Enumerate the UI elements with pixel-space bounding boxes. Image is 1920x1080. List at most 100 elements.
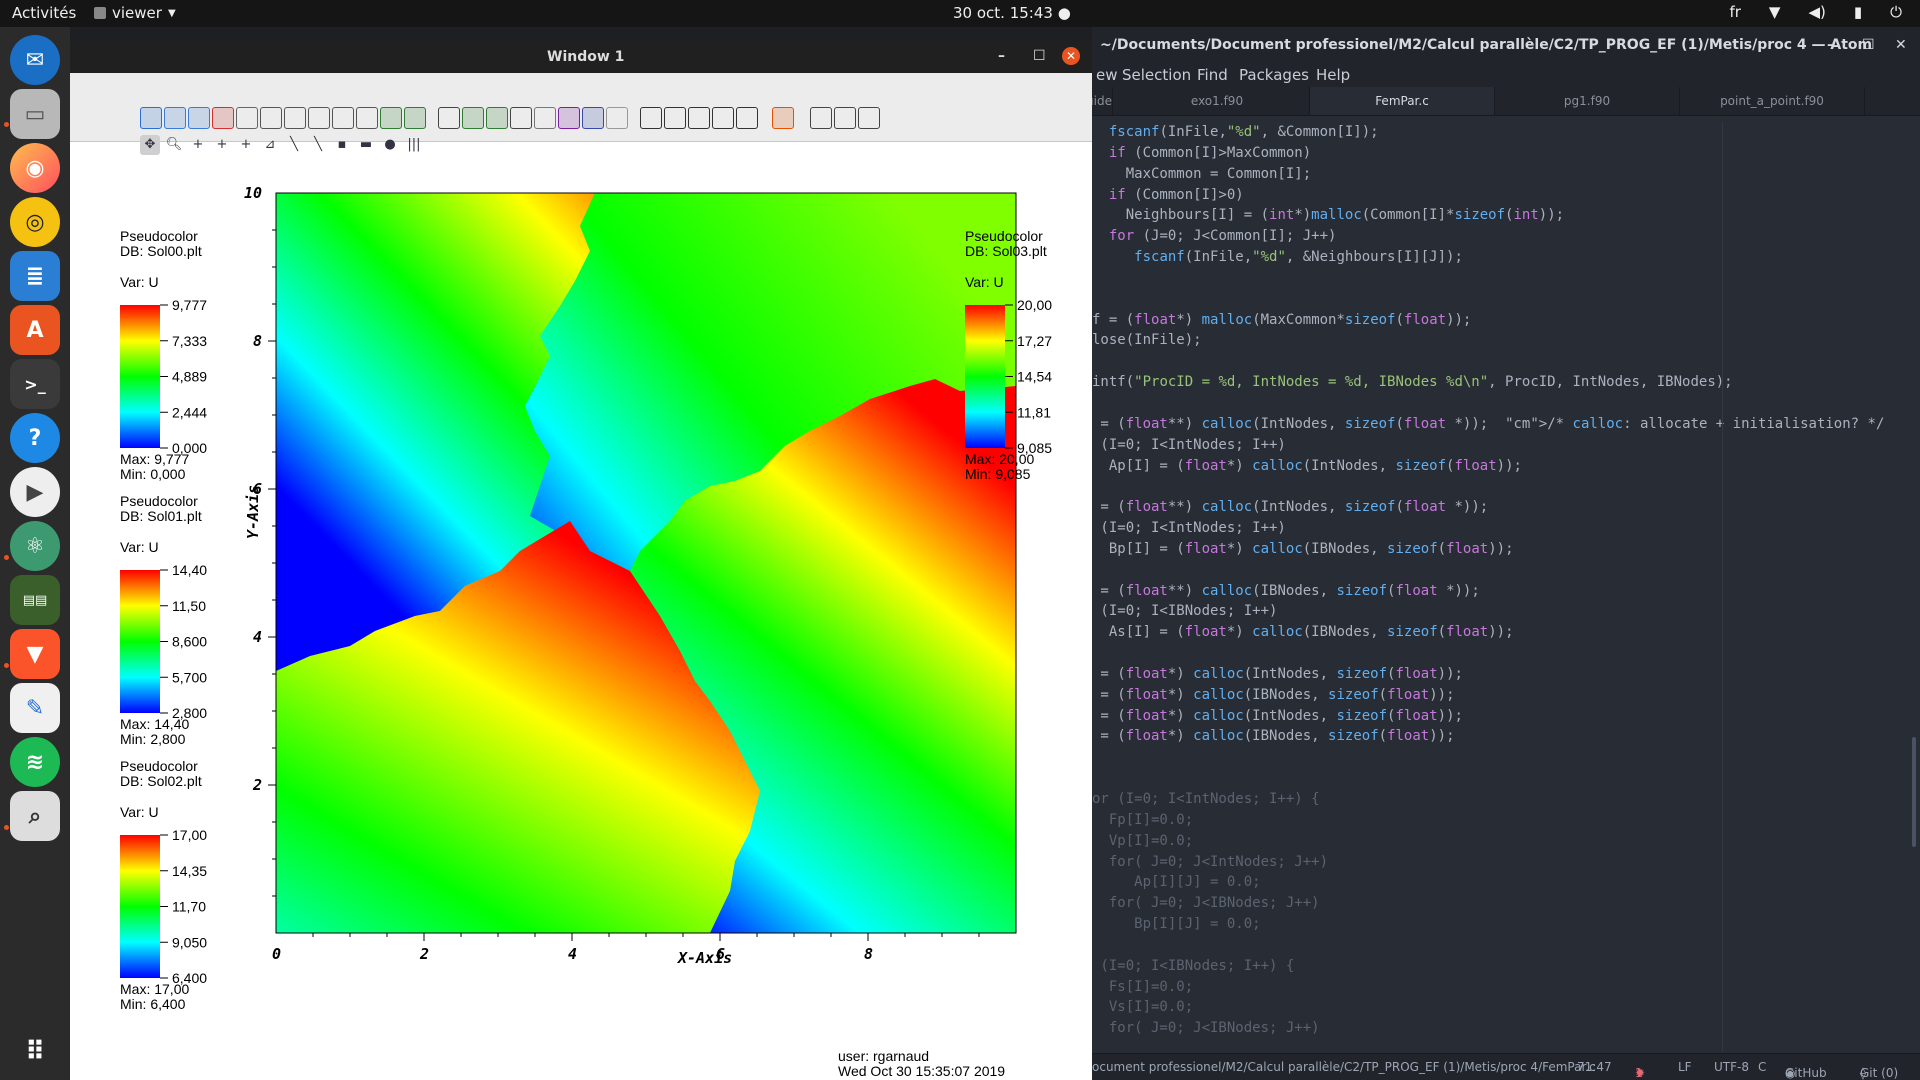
status-cursor-position[interactable]: 71:47 [1577,1060,1612,1074]
layout-1x2-icon[interactable] [260,107,282,129]
text-editor-icon[interactable]: ✎ [10,683,60,733]
tab-fempar[interactable]: FemPar.c [1310,87,1495,115]
layout-2x2-icon[interactable] [284,107,306,129]
green-camera-icon[interactable] [462,107,484,129]
clock[interactable]: 30 oct. 15:43 ● [953,4,1071,22]
close-button[interactable]: ✕ [1062,47,1080,65]
camera-icon[interactable] [534,107,556,129]
last-frame-icon[interactable] [736,107,758,129]
first-frame-icon[interactable] [640,107,662,129]
curve-pick-icon[interactable]: ⊿ [264,137,276,152]
y-tick-labels: 2 4 6 8 10 [244,184,262,794]
spreadsheet-pick-icon[interactable]: + [240,137,252,152]
atom-title-bar: ~/Documents/Document professionel/M2/Cal… [1092,27,1920,63]
layout-3x3-icon[interactable] [356,107,378,129]
legend-tick-label: 20,00 [1017,297,1052,313]
zone-pick-icon[interactable]: + [192,137,204,152]
node-pick-icon[interactable]: + [216,137,228,152]
line-icon[interactable]: ╲ [290,137,298,152]
code-editor[interactable]: fscanf(InFile,"%d", &Common[I]); if (Com… [1092,122,1892,1039]
lock-time-icon[interactable] [404,107,426,129]
green-plot-icon[interactable] [486,107,508,129]
maximize-button[interactable]: ☐ [1862,37,1875,53]
sphere-icon[interactable]: ● [384,137,396,152]
stop-icon[interactable] [688,107,710,129]
lineout-icon[interactable]: ╲ [314,137,322,152]
y-tick-label: 10 [244,184,262,202]
code-line [1092,747,1892,768]
layout-2x3-icon[interactable] [308,107,330,129]
status-file-path[interactable]: ocument professionel/M2/Calcul parallèle… [1092,1060,1596,1074]
lock-view-icon[interactable] [380,107,402,129]
play-icon[interactable] [712,107,734,129]
animation-icon[interactable] [582,107,604,129]
delete-window-icon[interactable] [212,107,234,129]
menu-find[interactable]: Find [1197,66,1228,84]
status-line-ending[interactable]: LF [1678,1060,1692,1074]
active-window-icon[interactable] [140,107,162,129]
lock-all-icon[interactable] [858,107,880,129]
notification-dot-icon: ● [1057,4,1071,22]
system-tray[interactable]: fr ▼ ◀) ▮ ⏻ [1729,3,1902,21]
status-encoding[interactable]: UTF-8 [1714,1060,1749,1074]
plot-icon[interactable] [558,107,580,129]
plane-icon[interactable]: ▬ [359,137,373,152]
files-icon[interactable]: ▭ [10,89,60,139]
zoom-mode-icon[interactable]: 🔍︎ [165,137,183,152]
maximize-button[interactable]: ☐ [1033,48,1046,64]
menu-help[interactable]: Help [1316,66,1351,84]
app-menu[interactable]: viewer ▼ [94,4,176,22]
apps-grid-icon[interactable]: ⠿ [24,1037,46,1067]
brave-icon[interactable]: ▼ [10,629,60,679]
status-grammar[interactable]: C [1758,1060,1767,1074]
y-tick-label: 2 [252,776,262,794]
tab-point-a-point[interactable]: point_a_point.f90 [1680,87,1865,115]
minimize-button[interactable]: – [998,48,1005,64]
atom-icon[interactable]: ⚛ [10,521,60,571]
spotify-icon[interactable]: ≋ [10,737,60,787]
top-bar: Activités viewer ▼ 30 oct. 15:43 ● fr ▼ … [0,0,1920,27]
legend-variable: Var: U [120,804,159,820]
box-icon[interactable]: ▪ [337,137,347,152]
lock-icon[interactable] [810,107,832,129]
view-3d-icon[interactable] [438,107,460,129]
clear-window-icon[interactable] [236,107,258,129]
system-monitor-icon[interactable]: ▤▤ [10,575,60,625]
search-icon[interactable]: ⌕ [10,791,60,841]
tab-pg1[interactable]: pg1.f90 [1495,87,1680,115]
clone-window-icon[interactable] [188,107,210,129]
unlock-icon[interactable] [834,107,856,129]
new-window-icon[interactable] [164,107,186,129]
menu-packages[interactable]: Packages [1239,66,1309,84]
tab-exo1[interactable]: exo1.f90 [1125,87,1310,115]
rhythmbox-icon[interactable]: ◎ [10,197,60,247]
legend-database: DB: Sol02.plt [120,773,202,789]
visit-toolbar: ✥ 🔍︎ + + + ⊿ ╲ ╲ ▪ ▬ ● ||| [70,73,1092,155]
close-button[interactable]: ✕ [1895,37,1907,53]
terminal-icon[interactable]: >_ [10,359,60,409]
sphere-icon[interactable] [606,107,628,129]
visit-title-bar: Window 1 – ☐ ✕ [70,41,1092,73]
navigate-mode-icon[interactable]: ✥ [140,135,160,155]
help-icon[interactable]: ? [10,413,60,463]
keyboard-layout[interactable]: fr [1729,3,1741,21]
activities-button[interactable]: Activités [12,4,77,22]
minimize-button[interactable]: – [1827,37,1834,53]
software-icon[interactable]: A [10,305,60,355]
videos-icon[interactable]: ▶ [10,467,60,517]
menu-selection[interactable]: Selection [1122,66,1192,84]
save-image-icon[interactable] [510,107,532,129]
layout-3x2-icon[interactable] [332,107,354,129]
color-table-icon[interactable] [772,107,794,129]
previous-frame-icon[interactable] [664,107,686,129]
menu-view[interactable]: ew [1096,66,1118,84]
thunderbird-icon[interactable]: ✉ [10,35,60,85]
firefox-icon[interactable]: ◉ [10,143,60,193]
editor-scrollbar[interactable] [1912,737,1916,847]
ruler-icon[interactable]: ||| [407,137,421,152]
libreoffice-writer-icon[interactable]: ≣ [10,251,60,301]
clock-label: 30 oct. 15:43 [953,4,1053,22]
code-line: = (float*) calloc(IBNodes, sizeof(float)… [1092,728,1455,745]
